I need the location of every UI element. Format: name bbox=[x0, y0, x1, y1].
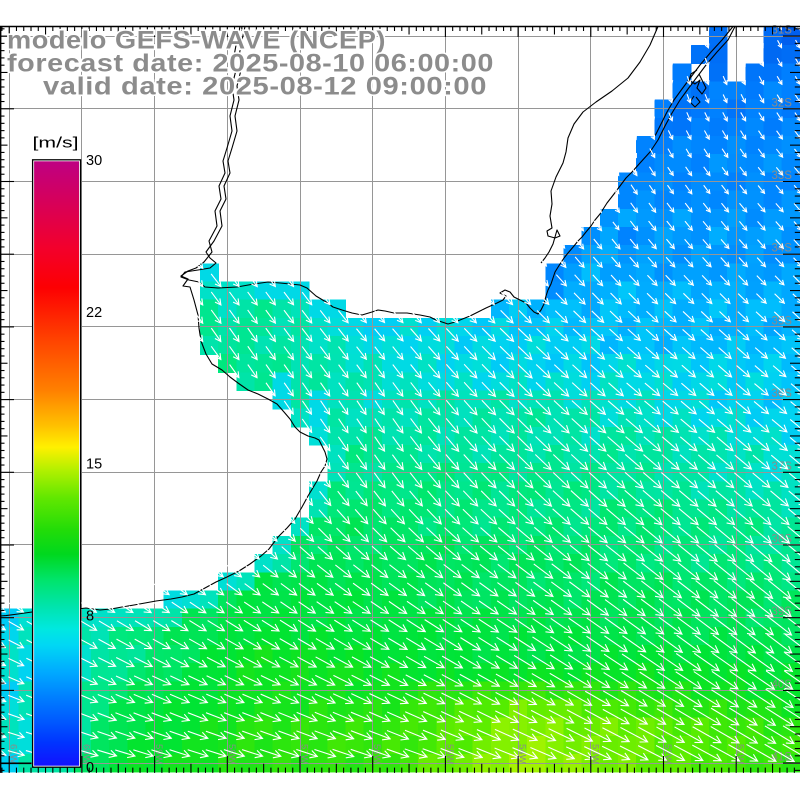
svg-text:60W: 60W bbox=[80, 744, 91, 764]
svg-text:40S: 40S bbox=[772, 679, 793, 691]
svg-text:34S: 34S bbox=[772, 243, 793, 255]
svg-text:53W: 53W bbox=[589, 744, 600, 764]
svg-text:modelo GEFS-WAVE (NCEP): modelo GEFS-WAVE (NCEP) bbox=[7, 28, 386, 55]
svg-text:22: 22 bbox=[86, 305, 102, 321]
svg-text:39S: 39S bbox=[772, 606, 793, 618]
svg-text:54W: 54W bbox=[517, 744, 528, 764]
svg-text:52W: 52W bbox=[662, 744, 673, 764]
svg-text:41S: 41S bbox=[772, 752, 793, 764]
svg-text:59W: 59W bbox=[153, 744, 164, 764]
svg-text:55W: 55W bbox=[444, 744, 455, 764]
svg-text:30: 30 bbox=[86, 153, 102, 169]
svg-text:valid date: 2025-08-12 09:00:0: valid date: 2025-08-12 09:00:00 bbox=[43, 74, 487, 101]
svg-text:8: 8 bbox=[86, 608, 94, 624]
svg-text:15: 15 bbox=[86, 457, 102, 473]
svg-text:51W: 51W bbox=[735, 744, 746, 764]
svg-text:forecast date: 2025-08-10 06:0: forecast date: 2025-08-10 06:00:00 bbox=[7, 51, 494, 78]
svg-text:56W: 56W bbox=[371, 744, 382, 764]
svg-text:58W: 58W bbox=[226, 744, 237, 764]
svg-text:37S: 37S bbox=[772, 461, 793, 473]
svg-text:0: 0 bbox=[86, 760, 94, 776]
svg-text:[m/s]: [m/s] bbox=[33, 136, 79, 152]
svg-text:57W: 57W bbox=[299, 744, 310, 764]
svg-text:35S: 35S bbox=[772, 315, 793, 327]
svg-text:61W: 61W bbox=[8, 744, 19, 764]
svg-text:33S: 33S bbox=[772, 170, 793, 182]
svg-text:32S: 32S bbox=[772, 97, 793, 109]
svg-text:38S: 38S bbox=[772, 534, 793, 546]
